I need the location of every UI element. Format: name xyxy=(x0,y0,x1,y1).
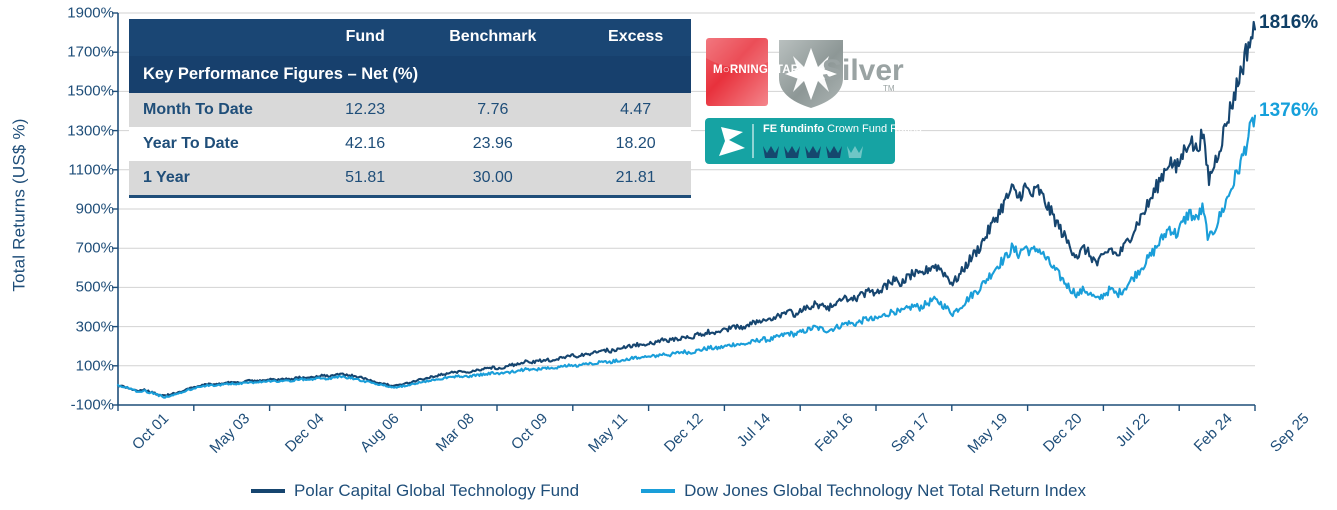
series-line-fund xyxy=(116,20,1257,398)
x-axis-tick-label: Sep 17 xyxy=(887,410,934,456)
kpi-header-row: Fund Benchmark Excess xyxy=(129,19,691,56)
kpi-cell-excess: 18.20 xyxy=(580,127,691,161)
crown-icon-5 xyxy=(847,146,863,158)
legend-swatch-index xyxy=(641,489,676,493)
crown-icon-1 xyxy=(763,146,779,158)
x-axis-tick-label: Dec 04 xyxy=(281,410,328,456)
chart-legend: Polar Capital Global Technology Fund Dow… xyxy=(0,474,1337,508)
x-axis-tick-label: Sep 25 xyxy=(1266,410,1313,456)
kpi-col-label xyxy=(129,19,325,56)
y-axis-tick-label: 1500% xyxy=(67,82,114,100)
x-axis-tick-label: Jul 22 xyxy=(1113,410,1154,451)
crown-icon-2 xyxy=(784,146,800,158)
kpi-row-label: Year To Date xyxy=(129,127,325,161)
x-axis-tick-marks xyxy=(117,405,1256,411)
x-axis-tick-label: May 03 xyxy=(206,410,254,457)
x-axis-tick-label: Oct 01 xyxy=(128,410,173,454)
kpi-row-label: Month To Date xyxy=(129,93,325,127)
morningstar-rating-label: Silver xyxy=(822,54,904,87)
x-axis-tick-label: May 19 xyxy=(964,410,1012,457)
x-axis-tick-labels: Oct 01 May 03 Dec 04 Aug 06 Mar 08 Oct 09 May … xyxy=(0,406,1337,470)
data-series xyxy=(116,20,1257,399)
silver-shield-icon xyxy=(779,40,843,108)
y-axis-tick-label: 100% xyxy=(75,357,114,375)
series-line-index xyxy=(116,114,1257,399)
x-axis-tick-label: Dec 12 xyxy=(660,410,707,456)
x-axis-tick-label: Mar 08 xyxy=(432,410,478,456)
kpi-cell-fund: 42.16 xyxy=(325,127,406,161)
kpi-cell-benchmark: 7.76 xyxy=(405,93,581,127)
y-axis-tick-label: -100% xyxy=(70,396,114,414)
x-axis-tick-label: Dec 20 xyxy=(1039,410,1086,456)
rating-badges: M○RNINGSTAR Silver TM FE fundinfo Cro xyxy=(705,36,922,171)
legend-item-fund: Polar Capital Global Technology Fund xyxy=(250,481,580,501)
y-axis-tick-label: 1700% xyxy=(67,43,114,61)
kpi-col-benchmark: Benchmark xyxy=(405,19,581,56)
kpi-row-label: 1 Year xyxy=(129,161,325,195)
legend-swatch-fund xyxy=(250,489,285,493)
kpi-cell-benchmark: 23.96 xyxy=(405,127,581,161)
fe-brand: FE fundinfo xyxy=(763,123,825,135)
table-row: 1 Year 51.81 30.00 21.81 xyxy=(129,161,691,195)
kpi-title: Key Performance Figures – Net (%) xyxy=(129,56,691,93)
fe-badge-text: FE fundinfo Crown Fund Rating xyxy=(763,123,922,135)
morningstar-wordmark: M○RNINGSTAR xyxy=(713,64,800,76)
kpi-col-fund: Fund xyxy=(325,19,406,56)
key-performance-table: Key Performance Figures – Net (%) Fund B… xyxy=(129,19,691,195)
y-axis-tick-label: 900% xyxy=(75,200,114,218)
crown-icons xyxy=(763,146,863,158)
legend-label-fund: Polar Capital Global Technology Fund xyxy=(293,481,580,500)
y-axis-tick-label: 300% xyxy=(75,318,114,336)
x-axis-tick-label: Aug 06 xyxy=(357,410,403,456)
table-row: Month To Date 12.23 7.76 4.47 xyxy=(129,93,691,127)
fe-badge-graphic xyxy=(705,118,895,164)
y-axis-tick-labels: 1900% 1700% 1500% 1300% 1100% 900% 700% 500% 300… xyxy=(0,0,114,414)
y-axis-tick-label: 1100% xyxy=(68,161,114,179)
x-axis-tick-label: Oct 09 xyxy=(507,410,552,454)
kpi-col-excess: Excess xyxy=(580,19,691,56)
legend-label-index: Dow Jones Global Technology Net Total Re… xyxy=(684,481,1087,500)
x-axis-tick-label: Feb 24 xyxy=(1190,410,1236,456)
morningstar-silver-badge: M○RNINGSTAR Silver TM xyxy=(705,36,915,115)
y-axis-tick-label: 500% xyxy=(75,278,114,296)
morningstar-square-icon xyxy=(706,38,768,106)
y-axis-tick-label: 1300% xyxy=(67,122,114,140)
crown-icon-4 xyxy=(826,146,842,158)
kpi-cell-benchmark: 30.00 xyxy=(405,161,581,195)
kpi-cell-fund: 12.23 xyxy=(325,93,406,127)
trademark-icon: TM xyxy=(883,84,895,93)
crown-icon-3 xyxy=(805,146,821,158)
endpoint-label-index: 1376% xyxy=(1259,100,1319,121)
legend-item-index: Dow Jones Global Technology Net Total Re… xyxy=(641,481,1086,501)
kpi-cell-fund: 51.81 xyxy=(325,161,406,195)
morningstar-badge-graphic xyxy=(706,38,843,108)
y-axis-tick-label: 700% xyxy=(75,239,114,257)
fe-fundinfo-logo-icon xyxy=(719,127,745,156)
x-axis-tick-label: Jul 14 xyxy=(734,410,775,451)
kpi-cell-excess: 4.47 xyxy=(580,93,691,127)
x-axis-tick-label: May 11 xyxy=(584,410,631,457)
fe-rating-label: Crown Fund Rating xyxy=(827,123,922,135)
x-axis-tick-label: Feb 16 xyxy=(811,410,857,456)
endpoint-label-fund: 1816% xyxy=(1259,12,1319,33)
y-axis-tick-label: 1900% xyxy=(67,4,114,22)
table-row: Year To Date 42.16 23.96 18.20 xyxy=(129,127,691,161)
kpi-title-row: Key Performance Figures – Net (%) xyxy=(129,56,691,93)
fe-fundinfo-crown-rating-badge: FE fundinfo Crown Fund Rating xyxy=(705,118,922,169)
kpi-cell-excess: 21.81 xyxy=(580,161,691,195)
